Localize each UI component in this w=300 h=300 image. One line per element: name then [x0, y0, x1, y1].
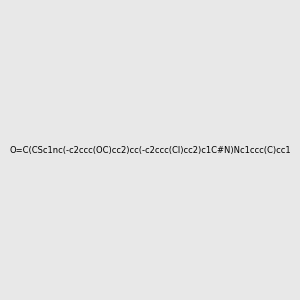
Text: O=C(CSc1nc(-c2ccc(OC)cc2)cc(-c2ccc(Cl)cc2)c1C#N)Nc1ccc(C)cc1: O=C(CSc1nc(-c2ccc(OC)cc2)cc(-c2ccc(Cl)cc… — [9, 146, 291, 154]
